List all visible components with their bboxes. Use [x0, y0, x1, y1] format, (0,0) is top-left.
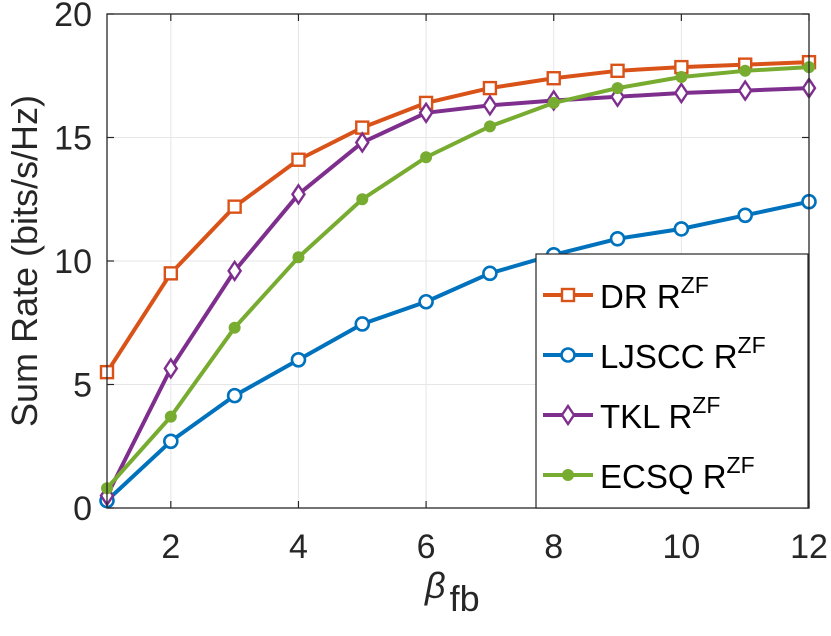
legend-marker-dr [560, 287, 576, 303]
data-point-tkl [482, 94, 498, 117]
data-point-ecsq [675, 70, 688, 83]
data-point-ecsq [164, 410, 177, 423]
legend-marker-ecsq [562, 469, 574, 481]
y-tick-label: 20 [54, 0, 92, 34]
data-point-ljscc [163, 433, 179, 450]
legend-name-dr: DR R [600, 278, 681, 315]
data-point-ecsq [483, 120, 496, 133]
legend-marker-tkl [560, 403, 576, 427]
data-point-tkl [418, 101, 434, 124]
x-tick-label: 12 [790, 528, 828, 566]
data-point-tkl [163, 357, 179, 380]
legend-marker-ljscc [560, 347, 576, 363]
data-point-tkl [673, 81, 689, 105]
x-tick-label: 8 [544, 528, 563, 566]
data-point-tkl [354, 131, 370, 154]
data-point-tkl [737, 79, 753, 102]
series-dr [99, 54, 817, 380]
legend-superscript-ljscc: ZF [738, 332, 766, 358]
data-point-ljscc [354, 316, 371, 332]
series-line-ljscc [105, 199, 810, 503]
data-point-dr [227, 199, 242, 214]
ticks [107, 13, 810, 509]
y-tick-label: 5 [73, 367, 92, 405]
legend-name-tkl: TKL R [600, 398, 692, 435]
series-line-ecsq [105, 65, 810, 490]
data-point-dr [291, 152, 306, 167]
data-point-ljscc [737, 207, 753, 224]
data-point-ecsq [547, 96, 560, 109]
data-point-ljscc [673, 221, 690, 237]
data-point-ljscc [226, 387, 243, 404]
legend-superscript-dr: ZF [681, 272, 709, 298]
legend-entry-dr: DR RZF [543, 272, 709, 315]
y-tick-label: 0 [73, 490, 92, 528]
data-point-dr [546, 71, 561, 86]
data-point-ecsq [420, 151, 433, 164]
legend-superscript-tkl: ZF [692, 392, 720, 418]
data-point-tkl [291, 183, 306, 206]
data-point-tkl [227, 259, 243, 283]
y-tick-label: 15 [54, 120, 92, 158]
series-ecsq [101, 61, 815, 495]
series-tkl [99, 76, 817, 507]
data-point-ljscc [482, 265, 498, 282]
x-axis-label-subscript: fb [450, 578, 480, 619]
tick-labels: 2 4 6 8 10 12 0 5 10 15 20 [54, 0, 828, 566]
legend-entry-tkl: TKL RZF [543, 392, 720, 435]
data-point-ecsq [739, 64, 752, 77]
legend-entry-ljscc: LJSCC RZF [543, 332, 766, 375]
y-axis-label: Sum Rate (bits/s/Hz) [4, 95, 45, 427]
legend-entry-ecsq: ECSQ RZF [543, 452, 755, 495]
y-tick-label: 10 [54, 243, 92, 281]
series-line-tkl [105, 86, 810, 497]
data-point-ljscc [418, 293, 434, 310]
x-axis-label-symbol: β [424, 565, 446, 606]
x-tick-label: 10 [662, 528, 700, 566]
legend-label-tkl: TKL RZF [600, 392, 720, 435]
data-point-ecsq [356, 193, 369, 206]
legend-superscript-ecsq: ZF [727, 452, 755, 478]
data-point-ecsq [292, 251, 305, 264]
x-axis-label: β fb [424, 565, 480, 619]
data-point-dr [610, 63, 625, 79]
data-point-ljscc [290, 351, 307, 368]
legend-name-ljscc: LJSCC R [600, 338, 738, 375]
legend-label-ljscc: LJSCC RZF [600, 332, 766, 375]
legend-label-ecsq: ECSQ RZF [600, 452, 755, 495]
legend-name-ecsq: ECSQ R [600, 458, 727, 495]
data-point-ljscc [609, 230, 626, 247]
data-point-ecsq [611, 82, 624, 95]
series-line-dr [105, 60, 810, 374]
data-point-dr [163, 266, 179, 281]
x-tick-label: 6 [417, 528, 436, 566]
x-tick-label: 4 [289, 528, 308, 566]
x-tick-label: 2 [161, 528, 180, 566]
data-point-ecsq [228, 321, 241, 334]
legend-label-dr: DR RZF [600, 272, 709, 315]
data-point-dr [482, 80, 498, 96]
